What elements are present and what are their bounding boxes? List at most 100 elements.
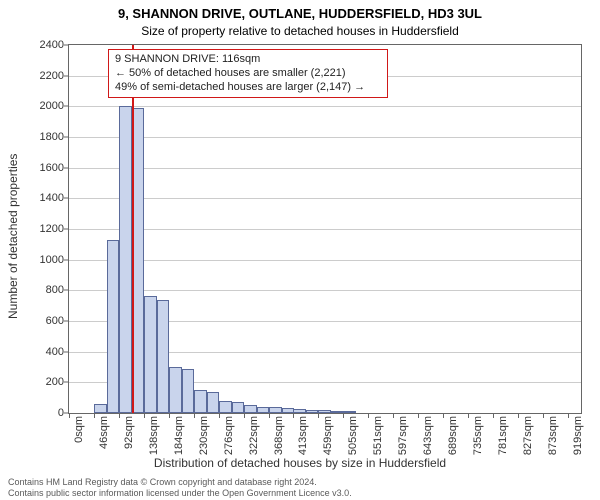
x-tick-label: 643sqm (422, 416, 434, 455)
x-tick-mark (169, 414, 170, 418)
gridline (69, 290, 581, 291)
histogram-bar (94, 404, 107, 413)
y-tick-mark (64, 137, 68, 138)
footer-attribution: Contains HM Land Registry data © Crown c… (8, 477, 352, 498)
y-tick-label: 1200 (30, 223, 64, 235)
x-tick-mark (468, 414, 469, 418)
y-tick-label: 2200 (30, 70, 64, 82)
y-tick-mark (64, 259, 68, 260)
y-tick-label: 800 (30, 284, 64, 296)
x-tick-label: 184sqm (173, 416, 185, 455)
y-tick-mark (64, 351, 68, 352)
y-tick-mark (64, 106, 68, 107)
annotation-line: 49% of semi-detached houses are larger (… (115, 81, 381, 95)
plot-area (68, 44, 582, 414)
y-tick-mark (64, 382, 68, 383)
x-tick-mark (518, 414, 519, 418)
x-tick-label: 781sqm (497, 416, 509, 455)
x-tick-mark (144, 414, 145, 418)
x-tick-mark (443, 414, 444, 418)
gridline (69, 106, 581, 107)
x-tick-label: 138sqm (148, 416, 160, 455)
histogram-bar (107, 240, 120, 413)
y-tick-label: 400 (30, 346, 64, 358)
histogram-bar (182, 369, 195, 413)
x-tick-label: 92sqm (123, 416, 135, 449)
annotation-box: 9 SHANNON DRIVE: 116sqm ← 50% of detache… (108, 49, 388, 98)
x-tick-label: 230sqm (198, 416, 210, 455)
y-tick-mark (64, 75, 68, 76)
histogram-bar (269, 407, 282, 413)
histogram-bar (244, 405, 257, 413)
histogram-bar (169, 367, 182, 413)
x-tick-label: 689sqm (447, 416, 459, 455)
y-axis-label: Number of detached properties (6, 154, 20, 319)
y-tick-label: 600 (30, 315, 64, 327)
marker-line (132, 45, 134, 413)
y-tick-label: 200 (30, 376, 64, 388)
y-tick-label: 1400 (30, 192, 64, 204)
histogram-bar (144, 296, 157, 413)
histogram-bar (194, 390, 207, 413)
x-tick-mark (119, 414, 120, 418)
x-tick-mark (269, 414, 270, 418)
x-tick-mark (69, 414, 70, 418)
annotation-line: 9 SHANNON DRIVE: 116sqm (115, 53, 381, 67)
x-tick-label: 597sqm (397, 416, 409, 455)
y-tick-label: 0 (30, 407, 64, 419)
y-tick-label: 1800 (30, 131, 64, 143)
x-tick-label: 459sqm (322, 416, 334, 455)
gridline (69, 229, 581, 230)
x-tick-mark (368, 414, 369, 418)
y-tick-mark (64, 290, 68, 291)
y-tick-mark (64, 321, 68, 322)
x-tick-label: 46sqm (98, 416, 110, 449)
gridline (69, 260, 581, 261)
histogram-bar (306, 410, 319, 413)
histogram-bar (331, 411, 344, 413)
x-tick-label: 827sqm (522, 416, 534, 455)
x-tick-mark (568, 414, 569, 418)
histogram-bar (232, 402, 245, 413)
y-tick-label: 2000 (30, 100, 64, 112)
histogram-bar (343, 411, 356, 413)
y-tick-mark (64, 413, 68, 414)
chart-container: 9, SHANNON DRIVE, OUTLANE, HUDDERSFIELD,… (0, 0, 600, 500)
y-tick-mark (64, 229, 68, 230)
gridline (69, 168, 581, 169)
x-tick-label: 873sqm (547, 416, 559, 455)
histogram-bar (318, 410, 331, 413)
x-tick-mark (318, 414, 319, 418)
x-tick-label: 276sqm (223, 416, 235, 455)
histogram-bar (207, 392, 220, 413)
chart-title-line2: Size of property relative to detached ho… (0, 24, 600, 38)
histogram-bar (282, 408, 295, 413)
x-tick-mark (543, 414, 544, 418)
x-tick-label: 368sqm (273, 416, 285, 455)
x-tick-mark (244, 414, 245, 418)
y-tick-mark (64, 45, 68, 46)
x-tick-label: 322sqm (248, 416, 260, 455)
histogram-bar (157, 300, 170, 413)
chart-title-line1: 9, SHANNON DRIVE, OUTLANE, HUDDERSFIELD,… (0, 6, 600, 21)
x-tick-label: 0sqm (73, 416, 85, 443)
histogram-bar (119, 106, 132, 413)
histogram-bar (257, 407, 270, 413)
annotation-line: ← 50% of detached houses are smaller (2,… (115, 67, 381, 81)
footer-line: Contains HM Land Registry data © Crown c… (8, 477, 352, 487)
histogram-bar (219, 401, 232, 413)
histogram-bar (293, 409, 306, 413)
x-tick-label: 505sqm (347, 416, 359, 455)
x-tick-mark (343, 414, 344, 418)
x-tick-mark (219, 414, 220, 418)
gridline (69, 137, 581, 138)
y-tick-mark (64, 198, 68, 199)
y-tick-label: 1000 (30, 254, 64, 266)
x-tick-mark (194, 414, 195, 418)
x-tick-mark (493, 414, 494, 418)
x-tick-mark (94, 414, 95, 418)
x-tick-label: 735sqm (472, 416, 484, 455)
x-tick-label: 413sqm (297, 416, 309, 455)
x-tick-label: 919sqm (572, 416, 584, 455)
x-tick-mark (393, 414, 394, 418)
